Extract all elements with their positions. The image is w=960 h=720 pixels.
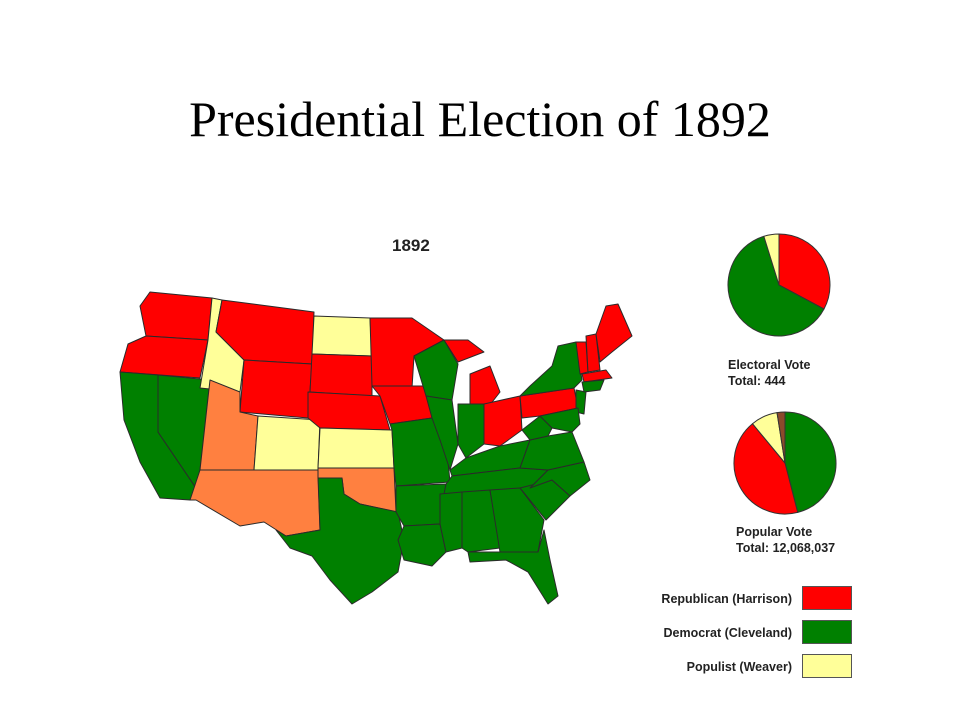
state-south-dakota — [309, 353, 373, 397]
electoral-slice-republican — [778, 233, 831, 310]
state-north-dakota — [311, 315, 373, 357]
state-wyoming — [239, 359, 313, 419]
state-arkansas — [395, 483, 447, 527]
state-indiana — [457, 403, 485, 459]
party-legend: Republican (Harrison) Democrat (Clevelan… — [640, 584, 852, 686]
legend-row-republican: Republican (Harrison) — [640, 584, 852, 618]
electoral-slice-democrat — [727, 235, 825, 337]
popular-slice-democrat — [784, 411, 837, 514]
state-michigan-upper — [443, 339, 485, 363]
electoral-vote-pie — [727, 233, 831, 337]
state-wisconsin — [413, 339, 459, 401]
state-maine — [595, 303, 633, 363]
state-kansas — [317, 427, 395, 469]
electoral-slice-populist — [763, 233, 780, 286]
popular-slice-other — [776, 411, 786, 464]
state-florida — [467, 529, 559, 605]
popular-vote-total: Total: 12,068,037 — [736, 541, 836, 555]
legend-row-democrat: Democrat (Cleveland) — [640, 618, 852, 652]
legend-row-populist: Populist (Weaver) — [640, 652, 852, 686]
legend-swatch-republican — [802, 586, 852, 610]
legend-label-republican: Republican (Harrison) — [661, 592, 792, 606]
map-year-label: 1892 — [392, 236, 430, 255]
state-massachusetts — [581, 369, 613, 383]
state-new-hampshire — [585, 333, 601, 373]
popular-slice-republican — [733, 422, 799, 515]
state-west-virginia — [521, 415, 553, 441]
legend-swatch-populist — [802, 654, 852, 678]
state-oregon — [119, 335, 209, 379]
territory-arizona-new-mexico — [189, 469, 321, 537]
state-louisiana — [397, 523, 447, 567]
legend-swatch-democrat — [802, 620, 852, 644]
electoral-vote-label: Electoral Vote — [728, 358, 811, 372]
state-connecticut-rhode-island — [581, 379, 605, 393]
state-delaware-maryland — [539, 407, 581, 433]
popular-vote-pie — [733, 411, 837, 515]
popular-vote-caption: Popular Vote Total: 12,068,037 — [736, 524, 835, 556]
state-nebraska — [307, 391, 391, 431]
popular-vote-label: Popular Vote — [736, 525, 813, 539]
state-alabama — [461, 489, 501, 553]
state-texas — [275, 477, 405, 605]
state-michigan — [469, 365, 501, 411]
state-ohio — [483, 395, 523, 447]
state-mississippi — [439, 491, 463, 553]
electoral-vote-caption: Electoral Vote Total: 444 — [728, 357, 810, 389]
legend-label-democrat: Democrat (Cleveland) — [663, 626, 792, 640]
legend-label-populist: Populist (Weaver) — [686, 660, 792, 674]
state-washington — [139, 291, 213, 341]
state-colorado — [253, 415, 321, 471]
electoral-vote-total: Total: 444 — [728, 374, 786, 388]
state-georgia — [489, 487, 545, 553]
state-new-york — [519, 341, 583, 397]
slide-title: Presidential Election of 1892 — [189, 91, 771, 147]
